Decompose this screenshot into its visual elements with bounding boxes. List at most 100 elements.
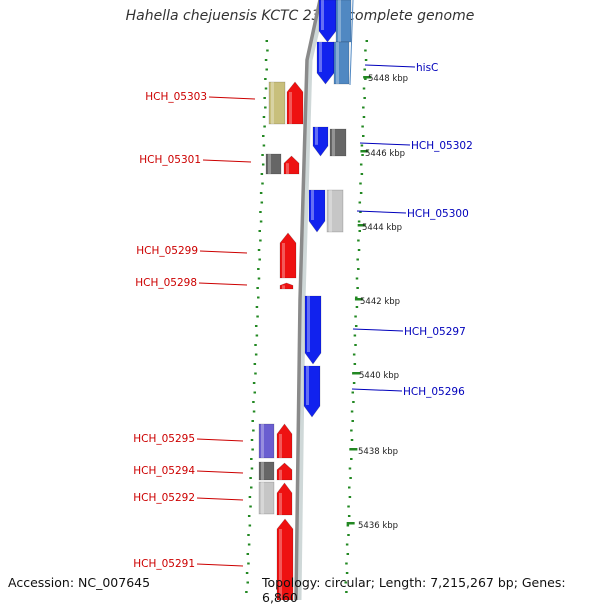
tick-mark bbox=[347, 515, 351, 517]
tick-mark bbox=[350, 410, 354, 413]
tick-mark bbox=[254, 353, 258, 356]
cog-box-feature bbox=[329, 128, 347, 157]
tick-mark bbox=[264, 78, 267, 80]
tick-mark bbox=[256, 315, 259, 318]
tick-mark bbox=[362, 116, 366, 118]
gene-label-forward: HCH_05292 bbox=[133, 492, 195, 504]
tick-mark bbox=[248, 496, 252, 498]
tick-mark bbox=[357, 249, 361, 251]
tick-mark bbox=[264, 106, 267, 109]
tick-mark bbox=[257, 296, 260, 299]
tick-mark bbox=[364, 78, 367, 80]
forward-gene-feature-highlight bbox=[282, 243, 285, 278]
tick-mark bbox=[245, 591, 248, 593]
scale-tick bbox=[346, 522, 355, 525]
backbone-line bbox=[294, 0, 322, 600]
forward-gene-feature bbox=[276, 423, 293, 459]
tick-mark bbox=[265, 68, 268, 71]
tick-mark bbox=[257, 249, 261, 251]
reverse-gene-feature-highlight bbox=[307, 296, 310, 352]
gene-label-forward: HCH_05295 bbox=[133, 433, 195, 445]
tick-mark bbox=[350, 458, 353, 460]
leader-line bbox=[199, 250, 248, 254]
tick-mark bbox=[248, 524, 252, 527]
tick-mark bbox=[350, 439, 354, 441]
leader-line bbox=[198, 282, 248, 286]
tick-mark bbox=[256, 287, 259, 289]
cog-box-feature-highlight bbox=[261, 424, 264, 458]
accession-text: Accession: NC_007645 bbox=[8, 575, 151, 590]
tick-mark bbox=[357, 220, 361, 223]
tick-mark bbox=[362, 135, 365, 137]
tick-mark bbox=[261, 163, 265, 166]
forward-gene-feature-highlight bbox=[289, 92, 292, 124]
tick-mark bbox=[350, 429, 353, 432]
tick-mark bbox=[262, 116, 266, 118]
leader-line bbox=[196, 470, 244, 474]
tick-mark bbox=[355, 277, 359, 280]
tick-mark bbox=[250, 439, 254, 441]
cog-box-feature-highlight bbox=[329, 190, 332, 232]
tick-mark bbox=[249, 505, 252, 508]
tick-mark bbox=[356, 287, 359, 289]
tick-mark bbox=[259, 211, 262, 213]
gene-label-reverse: HCH_05296 bbox=[403, 386, 465, 398]
tick-mark bbox=[260, 173, 264, 175]
tick-mark bbox=[358, 201, 362, 204]
forward-gene-feature bbox=[286, 81, 304, 125]
leader-line bbox=[196, 563, 244, 567]
tick-mark bbox=[247, 534, 250, 536]
reverse-gene-feature-highlight bbox=[319, 42, 322, 72]
gene-label-reverse: HCH_05297 bbox=[404, 326, 466, 338]
tick-mark bbox=[257, 277, 261, 280]
scale-tick bbox=[363, 76, 372, 79]
tick-mark bbox=[264, 87, 268, 90]
tick-mark bbox=[356, 258, 359, 261]
scale-labels: 5448 kbp 5446 kbp 5444 kbp 5442 kbp 5440 kbp… bbox=[358, 74, 408, 531]
tick-mark bbox=[245, 572, 249, 574]
scale-label: 5446 kbp bbox=[365, 149, 405, 159]
tick-mark bbox=[246, 581, 249, 584]
tick-mark bbox=[353, 334, 357, 337]
gene-label-forward: HCH_05299 bbox=[136, 245, 198, 257]
gene-label-forward: HCH_05298 bbox=[135, 277, 197, 289]
tick-mark bbox=[259, 192, 263, 194]
tick-mark bbox=[352, 353, 356, 356]
cog-box-feature bbox=[333, 41, 350, 85]
forward-gene-feature bbox=[279, 282, 294, 290]
forward-gene-feature bbox=[276, 518, 294, 600]
leader-line bbox=[196, 497, 244, 501]
forward-gene-feature-highlight bbox=[279, 434, 282, 458]
tick-mark bbox=[362, 87, 366, 90]
forward-gene-feature bbox=[279, 232, 297, 279]
tick-mark bbox=[364, 49, 367, 52]
forward-gene-feature-highlight bbox=[286, 163, 289, 174]
tick-mark bbox=[348, 467, 352, 470]
tick-mark bbox=[247, 543, 251, 546]
tick-mark bbox=[249, 486, 253, 489]
tick-mark bbox=[344, 581, 347, 584]
gene-labels: HCH_05303 HCH_05301 HCH_05299 HCH_05298 HCH_… bbox=[133, 62, 473, 570]
gene-label-forward: HCH_05291 bbox=[133, 558, 195, 570]
tick-mark bbox=[246, 553, 250, 555]
tick-mark bbox=[359, 182, 362, 185]
scale-tick bbox=[349, 448, 358, 451]
leader-line bbox=[364, 64, 416, 68]
cog-box-feature-highlight bbox=[261, 482, 264, 514]
reverse-gene-feature-highlight bbox=[315, 127, 318, 145]
scale-tick bbox=[352, 372, 361, 375]
leader-line bbox=[356, 210, 407, 214]
tick-mark bbox=[266, 49, 269, 52]
tick-mark bbox=[260, 201, 264, 204]
tick-mark bbox=[360, 173, 364, 175]
leader-line bbox=[352, 328, 404, 332]
tick-mark bbox=[346, 524, 350, 527]
tick-mark bbox=[353, 363, 357, 365]
tick-mark bbox=[258, 230, 261, 232]
tick-mark bbox=[253, 391, 257, 394]
tick-mark bbox=[250, 458, 253, 460]
tick-mark bbox=[352, 401, 355, 403]
tick-mark bbox=[354, 315, 357, 318]
genome-summary-text: Topology: circular; Length: 7,215,267 bp… bbox=[262, 575, 566, 605]
